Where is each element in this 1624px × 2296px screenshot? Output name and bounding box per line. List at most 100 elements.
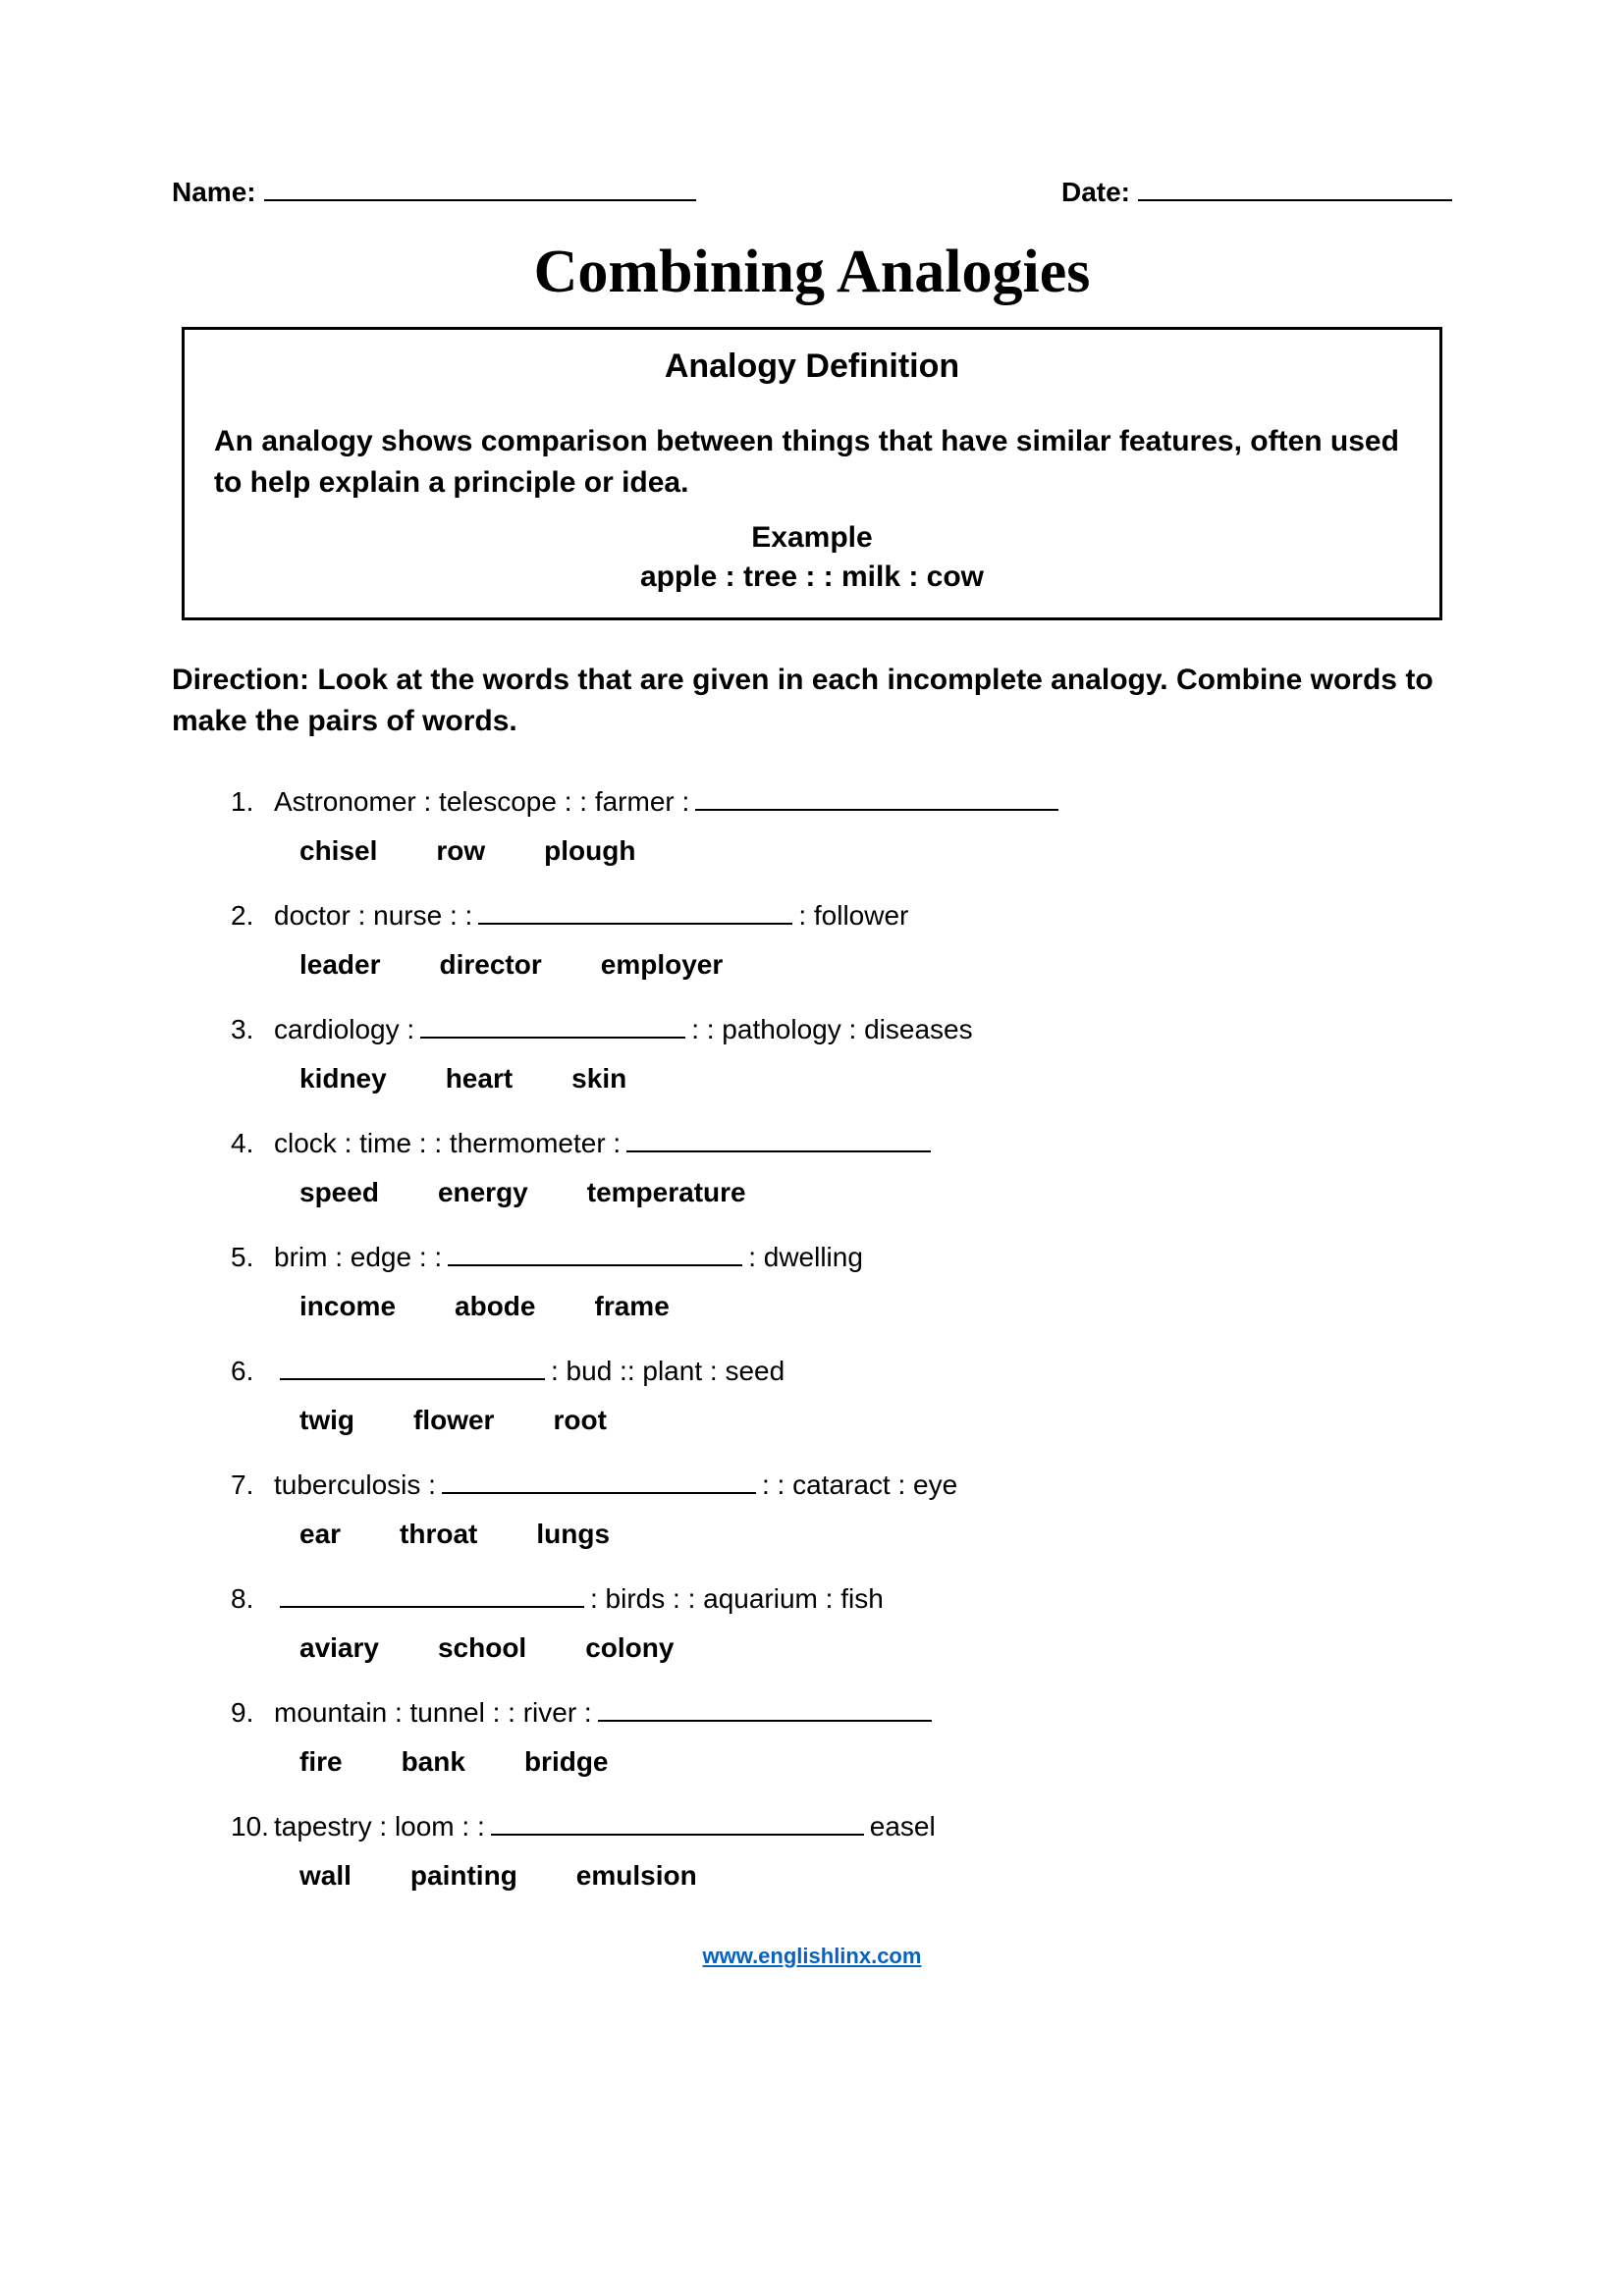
- answer-choice: bank: [402, 1746, 465, 1777]
- question: 4.clock : time : : thermometer : speed en…: [231, 1123, 1452, 1213]
- answer-blank[interactable]: [695, 789, 1058, 811]
- answer-blank[interactable]: [280, 1359, 545, 1380]
- answer-blank[interactable]: [478, 903, 792, 925]
- answer-choice: wall: [299, 1860, 352, 1891]
- question-text-segment: brim : edge : :: [274, 1237, 442, 1278]
- answer-choices: wall painting emulsion: [231, 1855, 1452, 1896]
- header-row: Name: Date:: [172, 177, 1452, 208]
- question-text-segment: doctor : nurse : :: [274, 895, 472, 936]
- definition-heading: Analogy Definition: [214, 347, 1410, 386]
- answer-choice: heart: [446, 1063, 513, 1094]
- answer-choice: colony: [585, 1632, 674, 1663]
- question-number: 10.: [231, 1806, 274, 1847]
- definition-text: An analogy shows comparison between thin…: [214, 421, 1410, 504]
- answer-choice: row: [436, 835, 485, 866]
- answer-choice: income: [299, 1291, 396, 1321]
- answer-blank[interactable]: [448, 1245, 742, 1266]
- answer-choice: root: [553, 1405, 606, 1435]
- answer-choice: painting: [410, 1860, 517, 1891]
- answer-choice: fire: [299, 1746, 343, 1777]
- question-text-segment: tapestry : loom : :: [274, 1806, 485, 1847]
- question-text-segment: : : pathology : diseases: [691, 1009, 972, 1050]
- example-text: apple : tree : : milk : cow: [214, 561, 1410, 594]
- direction-text: Direction: Look at the words that are gi…: [172, 660, 1452, 742]
- answer-choice: lungs: [536, 1519, 610, 1549]
- answer-blank[interactable]: [420, 1017, 685, 1039]
- answer-choice: bridge: [524, 1746, 609, 1777]
- answer-choices: speed energy temperature: [231, 1172, 1452, 1213]
- definition-box: Analogy Definition An analogy shows comp…: [182, 327, 1442, 620]
- question-number: 1.: [231, 781, 274, 823]
- question-prompt: 6. : bud :: plant : seed: [231, 1351, 1452, 1392]
- question: 9.mountain : tunnel : : river : fire bank…: [231, 1692, 1452, 1783]
- answer-choices: leaderdirectoremployer: [231, 944, 1452, 986]
- question-prompt: 1.Astronomer : telescope : : farmer :: [231, 781, 1452, 823]
- answer-choice: abode: [455, 1291, 535, 1321]
- question-text-segment: : bud :: plant : seed: [551, 1351, 785, 1392]
- question-text-segment: cardiology :: [274, 1009, 414, 1050]
- answer-choice: speed: [299, 1177, 379, 1207]
- answer-choice: ear: [299, 1519, 341, 1549]
- questions-list: 1.Astronomer : telescope : : farmer : ch…: [172, 781, 1452, 1896]
- answer-choices: twigflowerroot: [231, 1400, 1452, 1441]
- answer-choice: aviary: [299, 1632, 379, 1663]
- answer-choices: fire bank bridge: [231, 1741, 1452, 1783]
- question-text-segment: tuberculosis :: [274, 1465, 436, 1506]
- answer-choice: emulsion: [576, 1860, 697, 1891]
- answer-choices: incomeabodeframe: [231, 1286, 1452, 1327]
- question: 6. : bud :: plant : seedtwigflowerroot: [231, 1351, 1452, 1441]
- example-label: Example: [214, 521, 1410, 555]
- question-text-segment: clock : time : : thermometer :: [274, 1123, 621, 1164]
- question-text-segment: : follower: [798, 895, 908, 936]
- answer-choice: school: [438, 1632, 526, 1663]
- question-prompt: 9.mountain : tunnel : : river :: [231, 1692, 1452, 1734]
- answer-blank[interactable]: [442, 1472, 756, 1494]
- source-link[interactable]: www.englishlinx.com: [703, 1944, 922, 1968]
- answer-blank[interactable]: [626, 1131, 931, 1152]
- date-blank-line[interactable]: [1138, 180, 1452, 201]
- answer-blank[interactable]: [491, 1814, 864, 1836]
- footer-link-container: www.englishlinx.com: [172, 1944, 1452, 1969]
- date-label: Date:: [1061, 177, 1130, 208]
- question-prompt: 2.doctor : nurse : : : follower: [231, 895, 1452, 936]
- worksheet-title: Combining Analogies: [172, 238, 1452, 307]
- question-number: 5.: [231, 1237, 274, 1278]
- question-prompt: 4.clock : time : : thermometer :: [231, 1123, 1452, 1164]
- question-text-segment: : birds : : aquarium : fish: [590, 1578, 884, 1620]
- name-blank-line[interactable]: [264, 180, 696, 201]
- question-text-segment: : : cataract : eye: [762, 1465, 957, 1506]
- answer-choice: skin: [571, 1063, 626, 1094]
- question-number: 9.: [231, 1692, 274, 1734]
- question-text-segment: Astronomer : telescope : : farmer :: [274, 781, 689, 823]
- question-number: 3.: [231, 1009, 274, 1050]
- question-prompt: 10.tapestry : loom : : easel: [231, 1806, 1452, 1847]
- answer-choice: flower: [413, 1405, 494, 1435]
- question-prompt: 8. : birds : : aquarium : fish: [231, 1578, 1452, 1620]
- answer-blank[interactable]: [280, 1586, 584, 1608]
- date-field: Date:: [1061, 177, 1452, 208]
- answer-blank[interactable]: [598, 1700, 932, 1722]
- question-number: 6.: [231, 1351, 274, 1392]
- answer-choices: kidney heart skin: [231, 1058, 1452, 1099]
- name-field: Name:: [172, 177, 696, 208]
- question-number: 8.: [231, 1578, 274, 1620]
- answer-choice: throat: [400, 1519, 477, 1549]
- question: 10.tapestry : loom : : easel wall painting…: [231, 1806, 1452, 1896]
- question-text-segment: mountain : tunnel : : river :: [274, 1692, 592, 1734]
- question-number: 2.: [231, 895, 274, 936]
- answer-choice: employer: [601, 949, 724, 980]
- answer-choices: aviary school colony: [231, 1628, 1452, 1669]
- answer-choice: kidney: [299, 1063, 387, 1094]
- answer-choices: chiselrowplough: [231, 830, 1452, 872]
- answer-choice: chisel: [299, 835, 377, 866]
- question-prompt: 5.brim : edge : : : dwelling: [231, 1237, 1452, 1278]
- answer-choice: energy: [438, 1177, 528, 1207]
- question: 7.tuberculosis : : : cataract : eye ear th…: [231, 1465, 1452, 1555]
- answer-choice: director: [440, 949, 542, 980]
- question: 8. : birds : : aquarium : fish aviary scho…: [231, 1578, 1452, 1669]
- question-number: 7.: [231, 1465, 274, 1506]
- answer-choice: temperature: [587, 1177, 746, 1207]
- question-text-segment: easel: [870, 1806, 936, 1847]
- question-prompt: 7.tuberculosis : : : cataract : eye: [231, 1465, 1452, 1506]
- question-number: 4.: [231, 1123, 274, 1164]
